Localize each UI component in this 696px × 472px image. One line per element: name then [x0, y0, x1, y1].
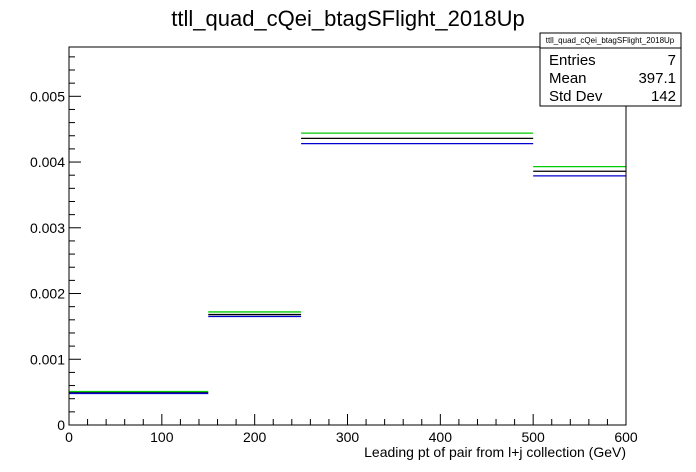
x-tick-label: 200 [243, 429, 267, 445]
stats-mean-label: Mean [549, 70, 587, 87]
stats-box: ttll_quad_cQei_btagSFlight_2018Up Entrie… [539, 32, 682, 107]
y-tick-labels: 0 0.001 0.002 0.003 0.004 0.005 [30, 88, 65, 433]
y-tick-label: 0.003 [30, 220, 65, 236]
stats-box-frame [539, 32, 682, 107]
x-tick-label: 600 [614, 429, 638, 445]
x-tick-label: 400 [429, 429, 453, 445]
y-tick-label: 0.005 [30, 88, 65, 104]
stats-entries-value: 7 [668, 52, 676, 69]
y-tick-label: 0.001 [30, 351, 65, 367]
stats-mean-value: 397.1 [638, 70, 676, 87]
x-axis-title: Leading pt of pair from l+j collection (… [364, 444, 626, 460]
y-tick-label: 0.002 [30, 286, 65, 302]
plot-frame [68, 46, 627, 426]
x-tick-label: 300 [336, 429, 360, 445]
stats-stddev-value: 142 [651, 88, 676, 105]
x-tick-labels: 0 100 200 300 400 500 600 [65, 429, 638, 445]
x-tick-label: 100 [150, 429, 174, 445]
y-tick-label: 0 [57, 417, 65, 433]
stats-box-title: ttll_quad_cQei_btagSFlight_2018Up [546, 36, 675, 45]
x-tick-label: 500 [521, 429, 545, 445]
y-tick-label: 0.004 [30, 154, 65, 170]
stats-stddev-label: Std Dev [549, 88, 603, 105]
histogram-bars [69, 132, 626, 395]
x-tick-label: 0 [65, 429, 73, 445]
stats-entries-label: Entries [549, 52, 596, 69]
chart-title: ttll_quad_cQei_btagSFlight_2018Up [171, 6, 524, 31]
axis-ticks [68, 56, 627, 426]
